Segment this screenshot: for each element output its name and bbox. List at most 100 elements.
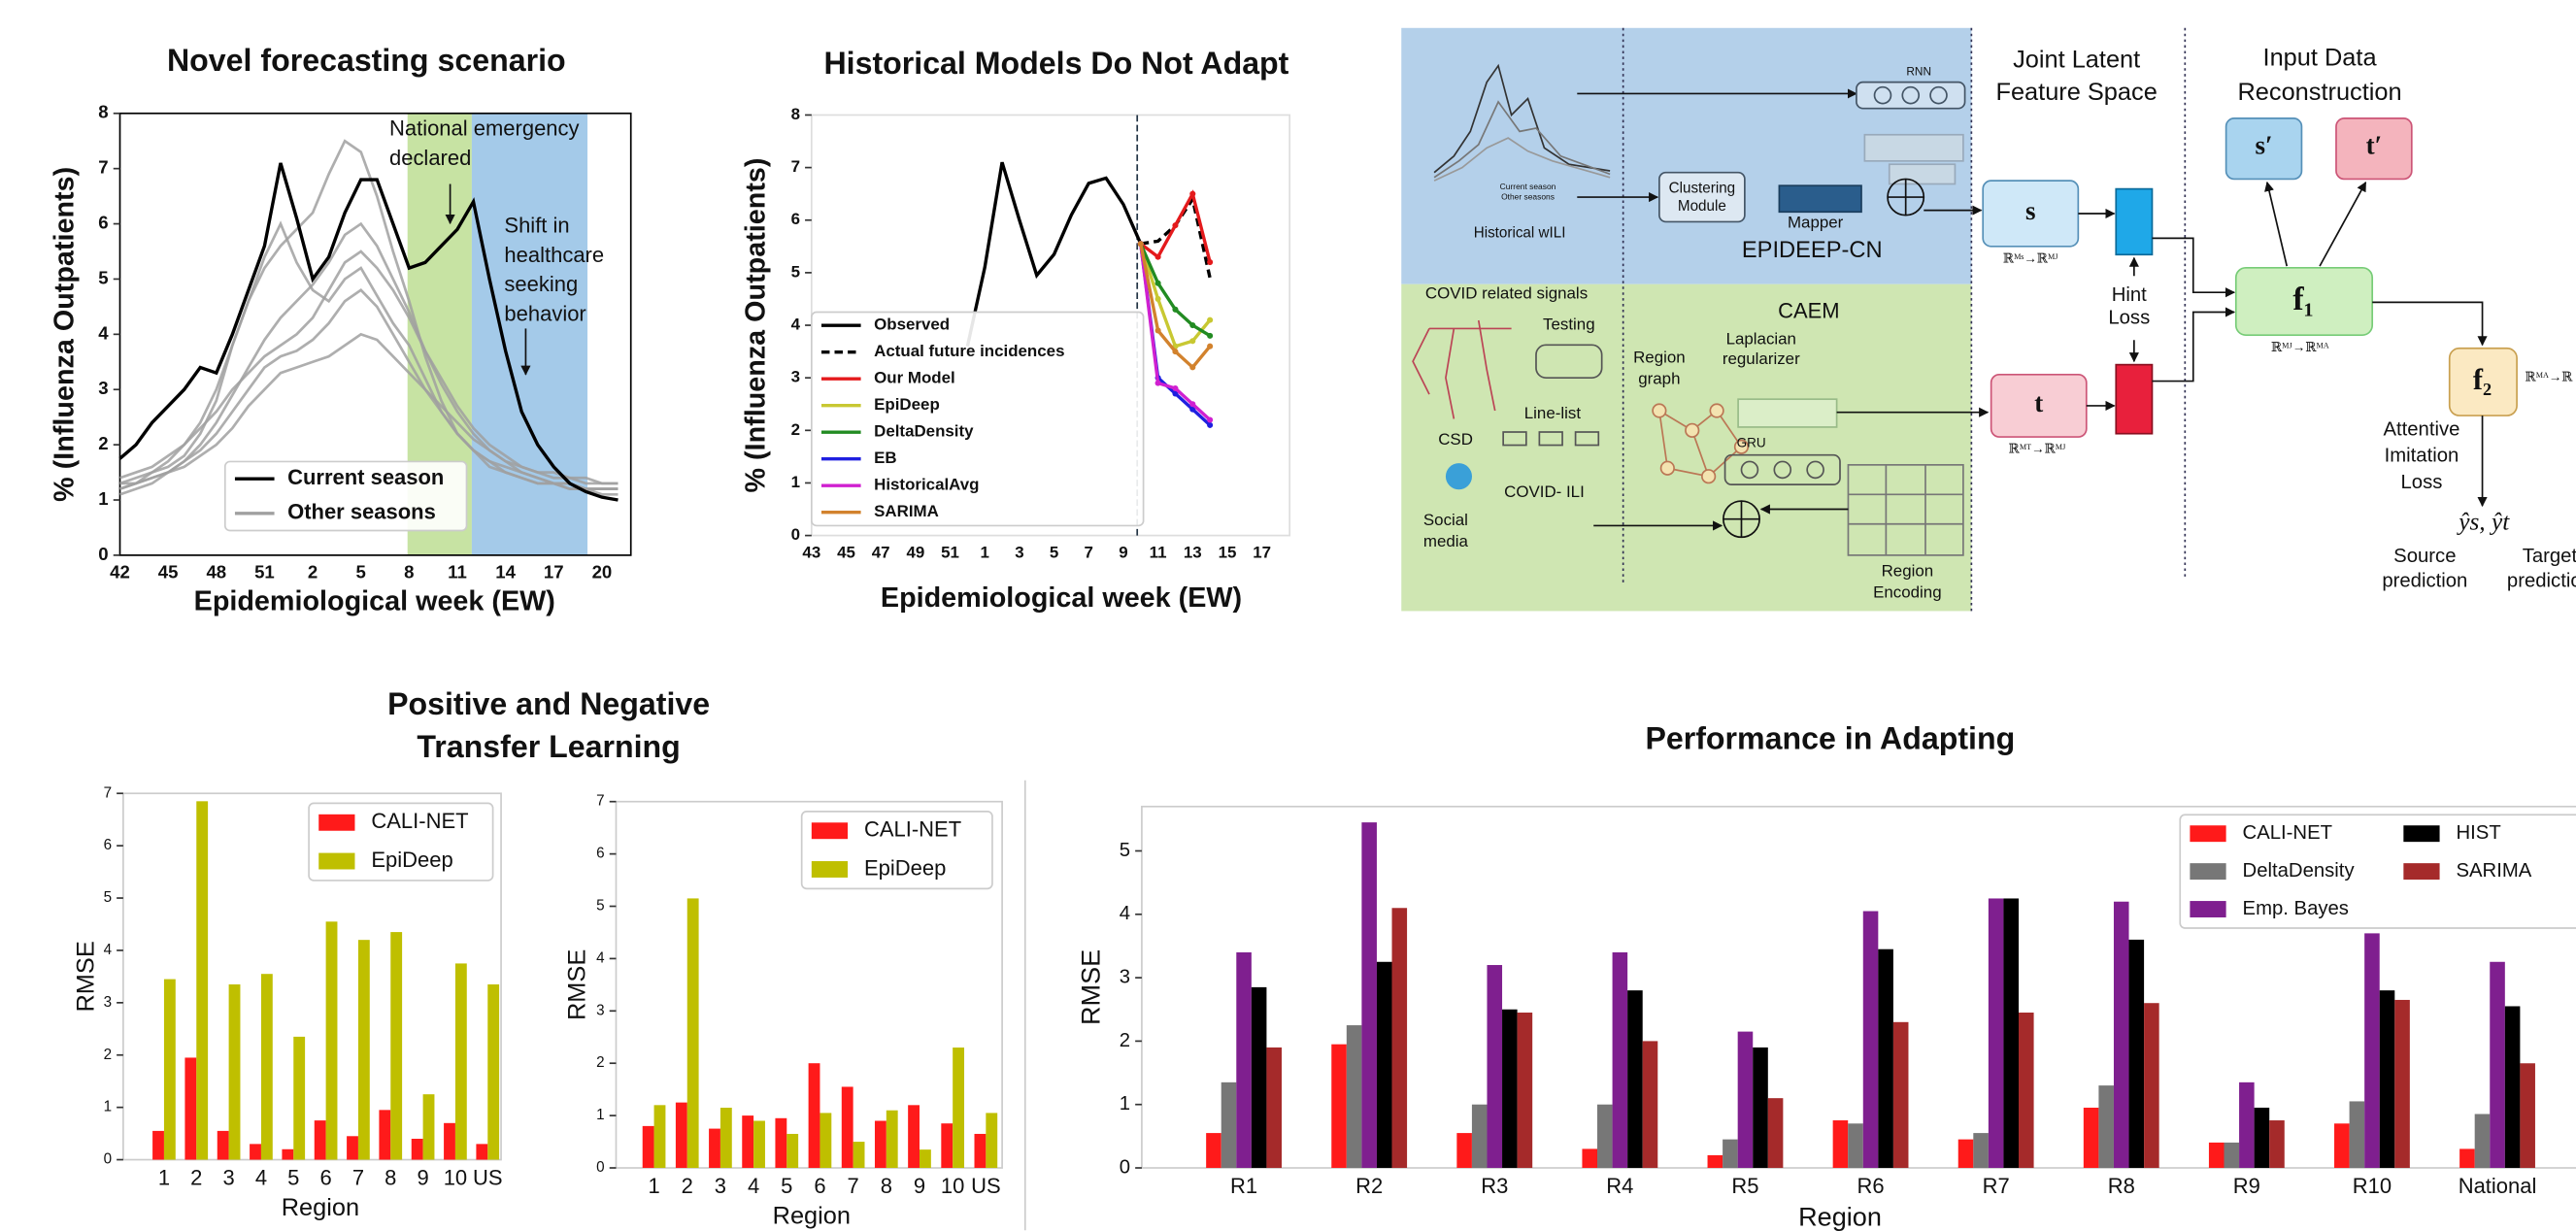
bar bbox=[1848, 1123, 1863, 1168]
bar bbox=[2114, 902, 2129, 1168]
bar bbox=[941, 1123, 953, 1168]
point-marker bbox=[1172, 222, 1178, 228]
y-axis-label: % (Influenza Outpatients) bbox=[741, 158, 772, 493]
point-marker bbox=[1155, 381, 1161, 386]
point-marker bbox=[1155, 281, 1161, 286]
y-tick-label: 5 bbox=[791, 262, 800, 281]
x-tick-label: 7 bbox=[848, 1174, 859, 1198]
label: Reconstruction bbox=[2237, 79, 2401, 106]
bar bbox=[184, 1057, 196, 1159]
bar bbox=[217, 1131, 229, 1160]
bar bbox=[975, 1134, 987, 1168]
label: CAEM bbox=[1778, 298, 1840, 322]
legend-label: Our Model bbox=[874, 369, 955, 387]
label: Line-list bbox=[1524, 404, 1582, 422]
point-marker bbox=[1155, 254, 1161, 260]
bar bbox=[250, 1144, 261, 1159]
x-tick-label: 4 bbox=[255, 1166, 267, 1190]
x-tick-label: 49 bbox=[906, 544, 924, 562]
chart-title: Historical Models Do Not Adapt bbox=[823, 46, 1288, 81]
y-axis-label: RMSE bbox=[563, 949, 590, 1020]
latent-t bbox=[2116, 365, 2152, 434]
label: Current season bbox=[1500, 182, 1556, 191]
label: Social bbox=[1423, 511, 1468, 529]
x-tick-label: 3 bbox=[222, 1166, 234, 1190]
x-tick-label: 14 bbox=[495, 561, 516, 582]
x-tick-label: 11 bbox=[1150, 544, 1167, 562]
legend-swatch bbox=[2403, 863, 2439, 880]
bar bbox=[1723, 1140, 1738, 1168]
legend-label: DeltaDensity bbox=[2243, 860, 2356, 882]
y-axis-label: RMSE bbox=[72, 941, 99, 1012]
label: EPIDEEP-CN bbox=[1742, 238, 1883, 263]
label: ℝᴹˢ→ℝᴹᴶ bbox=[2003, 250, 2058, 265]
y-tick-label: 4 bbox=[104, 942, 113, 958]
x-tick-label: 17 bbox=[544, 561, 564, 582]
x-tick-label: 2 bbox=[190, 1166, 202, 1190]
bar bbox=[315, 1120, 326, 1159]
legend-label: EpiDeep bbox=[864, 855, 946, 880]
bar bbox=[1347, 1025, 1362, 1168]
legend-label: Current season bbox=[287, 465, 444, 489]
annotation: Shift in bbox=[504, 213, 569, 237]
bar bbox=[1377, 962, 1392, 1168]
bar bbox=[358, 940, 370, 1159]
label: prediction bbox=[2507, 570, 2576, 591]
mapper-box bbox=[1779, 185, 1861, 212]
bar bbox=[1252, 987, 1267, 1168]
latent-s bbox=[2116, 189, 2152, 255]
bar bbox=[2003, 898, 2019, 1168]
x-tick-label: 1 bbox=[981, 544, 989, 562]
point-marker bbox=[1207, 333, 1213, 339]
bar bbox=[2520, 1063, 2535, 1168]
x-tick-label: 51 bbox=[941, 544, 959, 562]
bar bbox=[152, 1131, 164, 1160]
bar bbox=[2239, 1082, 2255, 1168]
x-tick-label: 20 bbox=[592, 561, 613, 582]
bar bbox=[2084, 1108, 2099, 1168]
x-tick-label: 7 bbox=[352, 1166, 364, 1190]
label: regularizer bbox=[1723, 349, 1800, 368]
x-tick-label: 4 bbox=[748, 1174, 759, 1198]
y-tick-label: 6 bbox=[104, 837, 112, 853]
legend-label: SARIMA bbox=[2456, 860, 2531, 882]
label: CSD bbox=[1438, 430, 1473, 449]
annotation: National emergency bbox=[389, 116, 580, 140]
y-tick-label: 8 bbox=[791, 105, 800, 123]
bar bbox=[1627, 990, 1643, 1168]
y-tick-label: 2 bbox=[791, 420, 800, 439]
bar bbox=[809, 1063, 820, 1168]
bar bbox=[423, 1094, 435, 1159]
label: Loss bbox=[2401, 472, 2443, 493]
x-tick-label: 45 bbox=[837, 544, 855, 562]
x-tick-label: 47 bbox=[872, 544, 890, 562]
bar bbox=[2269, 1120, 2285, 1168]
y-tick-label: 1 bbox=[98, 488, 108, 509]
label: Other seasons bbox=[1501, 191, 1555, 201]
x-tick-label: National bbox=[2459, 1174, 2537, 1198]
label: Hint bbox=[2112, 284, 2147, 306]
graph-node bbox=[1710, 404, 1723, 417]
label: Testing bbox=[1543, 315, 1595, 333]
bar bbox=[2394, 1000, 2410, 1168]
point-marker bbox=[1189, 401, 1195, 407]
x-tick-label: R7 bbox=[1983, 1174, 2010, 1198]
label: prediction bbox=[2382, 570, 2467, 591]
bar bbox=[1753, 1048, 1768, 1168]
x-tick-label: 10 bbox=[941, 1174, 964, 1198]
x-tick-label: R4 bbox=[1606, 1174, 1633, 1198]
label: Source bbox=[2393, 546, 2456, 567]
y-tick-label: 4 bbox=[98, 322, 109, 343]
bar bbox=[1613, 952, 1628, 1168]
legend-swatch bbox=[812, 822, 848, 839]
bar bbox=[1958, 1140, 1974, 1168]
point-marker bbox=[1155, 296, 1161, 302]
y-tick-label: 2 bbox=[1120, 1030, 1130, 1051]
graph-node bbox=[1661, 461, 1675, 475]
label: GRU bbox=[1737, 435, 1766, 449]
x-tick-label: 11 bbox=[448, 561, 467, 582]
legend-swatch bbox=[2403, 825, 2439, 842]
bar bbox=[2350, 1101, 2365, 1168]
label: t′ bbox=[2366, 131, 2383, 160]
x-tick-label: 5 bbox=[287, 1166, 299, 1190]
